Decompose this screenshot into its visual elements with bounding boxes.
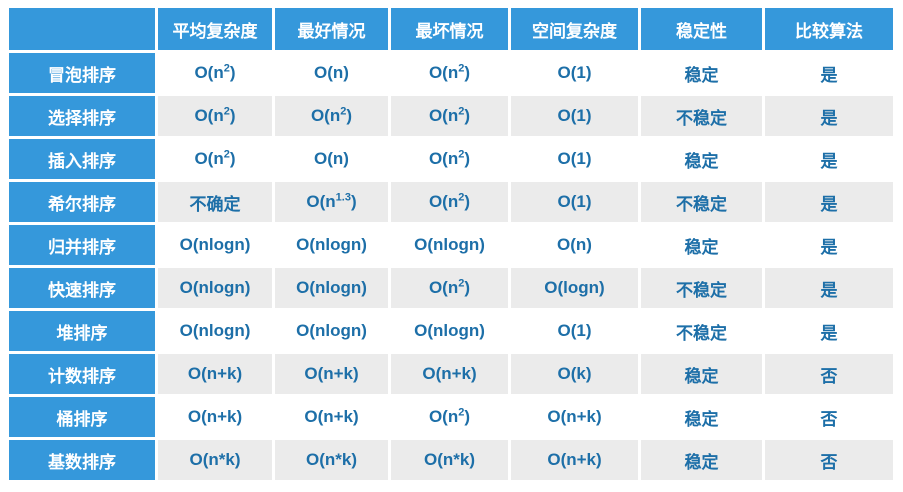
data-cell: O(nlogn) (391, 311, 508, 351)
data-cell: O(n+k) (391, 354, 508, 394)
data-cell: O(n) (275, 53, 388, 93)
data-cell: O(n2) (391, 268, 508, 308)
row-header-cell: 计数排序 (9, 354, 155, 394)
data-cell: 稳定 (641, 397, 762, 437)
row-header-cell: 冒泡排序 (9, 53, 155, 93)
data-cell: O(logn) (511, 268, 638, 308)
table-row: 插入排序 O(n2) O(n) O(n2) O(1) 稳定是 (9, 139, 893, 179)
data-cell: 不稳定 (641, 96, 762, 136)
table-row: 桶排序 O(n+k) O(n+k) O(n2) O(n+k) 稳定否 (9, 397, 893, 437)
table-row: 快速排序 O(nlogn) O(nlogn) O(n2) O(logn) 不稳定是 (9, 268, 893, 308)
column-header-best-case: 最好情况 (275, 8, 388, 50)
data-cell: 是 (765, 182, 893, 222)
data-cell: O(n*k) (158, 440, 272, 480)
data-cell: O(1) (511, 139, 638, 179)
data-cell: O(nlogn) (158, 311, 272, 351)
sorting-complexity-table: 平均复杂度 最好情况 最坏情况 空间复杂度 稳定性 比较算法 冒泡排序 O(n2)… (6, 5, 896, 483)
data-cell: O(n+k) (511, 397, 638, 437)
data-cell: O(1) (511, 96, 638, 136)
table-row: 希尔排序 不确定 O(n1.3) O(n2) O(1) 不稳定是 (9, 182, 893, 222)
data-cell: O(nlogn) (275, 268, 388, 308)
column-header-space-complexity: 空间复杂度 (511, 8, 638, 50)
data-cell: O(1) (511, 182, 638, 222)
row-header-cell: 插入排序 (9, 139, 155, 179)
data-cell: 否 (765, 397, 893, 437)
data-cell: O(nlogn) (275, 311, 388, 351)
row-header-cell: 基数排序 (9, 440, 155, 480)
data-cell: 稳定 (641, 225, 762, 265)
data-cell: 稳定 (641, 440, 762, 480)
table-row: 堆排序 O(nlogn) O(nlogn) O(nlogn) O(1) 不稳定是 (9, 311, 893, 351)
row-header-cell: 快速排序 (9, 268, 155, 308)
table-row: 归并排序 O(nlogn) O(nlogn) O(nlogn) O(n) 稳定是 (9, 225, 893, 265)
data-cell: 是 (765, 139, 893, 179)
data-cell: O(nlogn) (275, 225, 388, 265)
data-cell: 不稳定 (641, 311, 762, 351)
data-cell: O(n+k) (275, 397, 388, 437)
data-cell: O(n2) (391, 53, 508, 93)
corner-cell (9, 8, 155, 50)
data-cell: O(1) (511, 311, 638, 351)
data-cell: O(n) (511, 225, 638, 265)
data-cell: O(n+k) (158, 354, 272, 394)
data-cell: 不稳定 (641, 268, 762, 308)
data-cell: O(n2) (158, 96, 272, 136)
column-header-worst-case: 最坏情况 (391, 8, 508, 50)
data-cell: 稳定 (641, 139, 762, 179)
data-cell: O(nlogn) (158, 225, 272, 265)
data-cell: 否 (765, 354, 893, 394)
data-cell: 是 (765, 311, 893, 351)
data-cell: 不稳定 (641, 182, 762, 222)
data-cell: 是 (765, 268, 893, 308)
data-cell: 否 (765, 440, 893, 480)
data-cell: O(n+k) (511, 440, 638, 480)
data-cell: O(nlogn) (391, 225, 508, 265)
table-row: 计数排序 O(n+k) O(n+k) O(n+k) O(k) 稳定否 (9, 354, 893, 394)
data-cell: 是 (765, 225, 893, 265)
row-header-cell: 堆排序 (9, 311, 155, 351)
data-cell: O(n2) (158, 53, 272, 93)
data-cell: O(n2) (391, 96, 508, 136)
data-cell: O(n) (275, 139, 388, 179)
data-cell: 稳定 (641, 354, 762, 394)
data-cell: O(n+k) (275, 354, 388, 394)
header-row: 平均复杂度 最好情况 最坏情况 空间复杂度 稳定性 比较算法 (9, 8, 893, 50)
data-cell: 是 (765, 53, 893, 93)
column-header-stability: 稳定性 (641, 8, 762, 50)
data-cell: O(n2) (158, 139, 272, 179)
data-cell: O(n*k) (391, 440, 508, 480)
table-row: 冒泡排序 O(n2) O(n) O(n2) O(1) 稳定是 (9, 53, 893, 93)
data-cell: O(n2) (391, 139, 508, 179)
data-cell: O(1) (511, 53, 638, 93)
row-header-cell: 归并排序 (9, 225, 155, 265)
data-cell: 不确定 (158, 182, 272, 222)
row-header-cell: 桶排序 (9, 397, 155, 437)
data-cell: O(n*k) (275, 440, 388, 480)
data-cell: O(k) (511, 354, 638, 394)
row-header-cell: 希尔排序 (9, 182, 155, 222)
data-cell: 稳定 (641, 53, 762, 93)
column-header-average-complexity: 平均复杂度 (158, 8, 272, 50)
data-cell: 是 (765, 96, 893, 136)
data-cell: O(n2) (391, 397, 508, 437)
data-cell: O(n2) (275, 96, 388, 136)
table-row: 基数排序 O(n*k) O(n*k) O(n*k) O(n+k) 稳定否 (9, 440, 893, 480)
data-cell: O(n+k) (158, 397, 272, 437)
data-cell: O(n1.3) (275, 182, 388, 222)
data-cell: O(nlogn) (158, 268, 272, 308)
table-row: 选择排序 O(n2) O(n2) O(n2) O(1) 不稳定是 (9, 96, 893, 136)
row-header-cell: 选择排序 (9, 96, 155, 136)
data-cell: O(n2) (391, 182, 508, 222)
column-header-comparison-based: 比较算法 (765, 8, 893, 50)
